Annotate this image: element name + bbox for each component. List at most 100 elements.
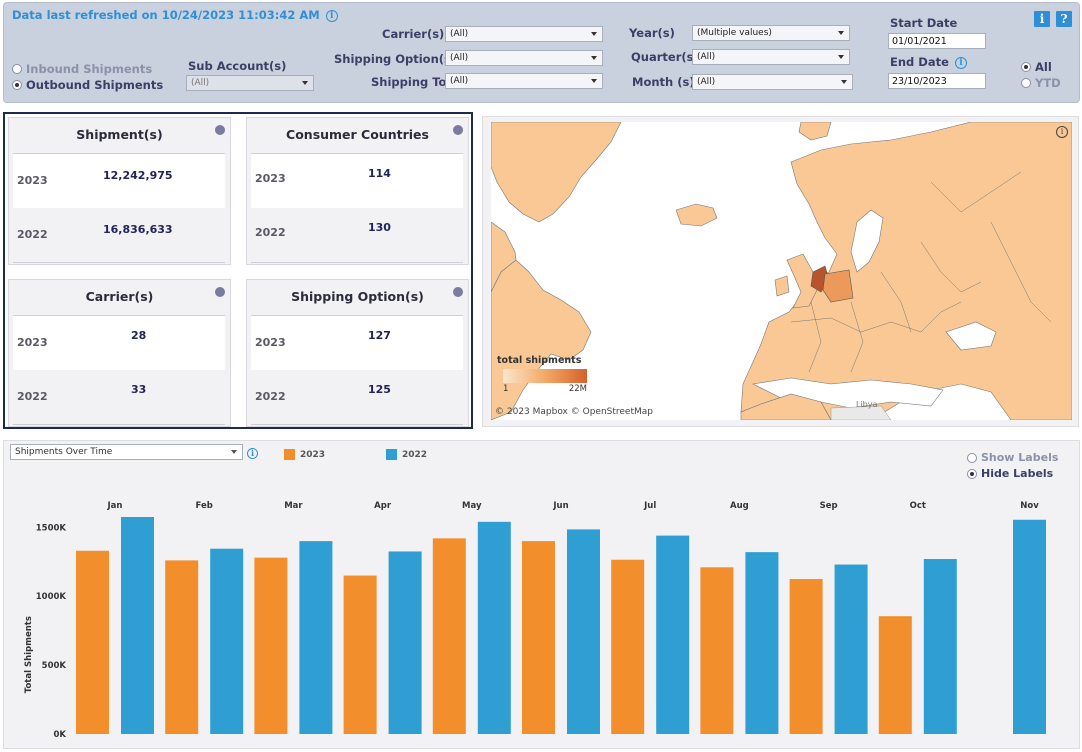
inbound-radio[interactable]: Inbound Shipments — [12, 62, 152, 76]
kpi-carriers-dot-icon[interactable] — [215, 287, 225, 297]
x-tick-label: May — [462, 501, 482, 511]
kpi-section: Shipment(s) 2023 12,242,975 2022 16,836,… — [3, 112, 473, 429]
carrier-chevron-icon — [591, 32, 597, 36]
kpi-value: 16,836,633 — [103, 223, 173, 236]
bar-2023 — [76, 550, 109, 734]
shipping-option-select[interactable]: (All) — [445, 50, 603, 66]
legend-2023[interactable]: 2023 — [284, 449, 325, 460]
kpi-shipping-options-title: Shipping Option(s) — [291, 289, 424, 304]
sub-account-value: (All) — [191, 78, 210, 88]
bar-2023 — [700, 567, 734, 734]
show-labels-radio[interactable]: Show Labels — [967, 451, 1058, 464]
sub-account-select[interactable]: (All) — [186, 75, 314, 91]
kpi-value: 127 — [368, 329, 391, 342]
carrier-value: (All) — [450, 29, 469, 39]
period-all-circle[interactable] — [1021, 62, 1031, 72]
chart-view-chevron-icon — [231, 450, 237, 454]
kpi-shipments: Shipment(s) 2023 12,242,975 2022 16,836,… — [8, 117, 231, 265]
refresh-status: Data last refreshed on 10/24/2023 11:03:… — [12, 8, 338, 22]
shipping-option-value: (All) — [450, 53, 469, 63]
bar-2022 — [745, 552, 779, 734]
show-labels-circle[interactable] — [967, 452, 977, 463]
outbound-radio-label: Outbound Shipments — [26, 78, 164, 92]
period-ytd-circle[interactable] — [1021, 78, 1031, 88]
quarter-label: Quarter(s) — [631, 50, 699, 64]
start-date-input[interactable]: 01/01/2021 — [888, 33, 986, 49]
bar-2023 — [611, 559, 645, 734]
period-ytd-label: YTD — [1035, 76, 1061, 90]
info-icon[interactable]: i — [1034, 11, 1050, 27]
kpi-shipments-title: Shipment(s) — [76, 127, 163, 142]
sub-account-label: Sub Account(s) — [188, 59, 287, 73]
kpi-year: 2023 — [17, 174, 48, 187]
period-ytd-radio[interactable]: YTD — [1021, 76, 1061, 90]
map-panel: Libya total shipments 1 22M © 2023 Mapbo… — [482, 116, 1079, 427]
legend-2022[interactable]: 2022 — [386, 449, 427, 460]
kpi-shipping-options-dot-icon[interactable] — [453, 287, 463, 297]
map-legend-max: 22M — [568, 384, 587, 394]
shipping-option-chevron-icon — [591, 56, 597, 60]
kpi-year: 2022 — [255, 226, 286, 239]
shipping-to-select[interactable]: (All) — [445, 73, 603, 89]
outbound-radio-circle[interactable] — [12, 80, 22, 90]
kpi-countries-title: Consumer Countries — [286, 127, 429, 142]
x-tick-label: Jun — [552, 501, 568, 511]
end-date-input[interactable]: 23/10/2023 — [888, 73, 986, 89]
end-date-label: End Date i — [890, 55, 967, 69]
y-tick-label: 0K — [53, 730, 66, 740]
start-date-label: Start Date — [890, 16, 958, 30]
map-attribution[interactable]: © 2023 Mapbox © OpenStreetMap — [495, 407, 653, 417]
shipping-to-chevron-icon — [591, 79, 597, 83]
bar-2023 — [165, 560, 199, 734]
year-select[interactable]: (Multiple values) — [692, 25, 850, 41]
end-date-info-icon[interactable]: i — [954, 56, 967, 69]
month-label: Month (s) — [632, 75, 695, 89]
bar-2023 — [878, 616, 912, 734]
bar-2023 — [522, 541, 555, 734]
chart-view-select[interactable]: Shipments Over Time — [10, 444, 243, 460]
period-all-label: All — [1035, 60, 1052, 74]
kpi-carriers-row-2022: 2022 33 — [13, 370, 225, 425]
help-icon[interactable]: ? — [1056, 11, 1072, 27]
refresh-info-icon[interactable]: i — [325, 9, 338, 22]
map-baltic-sea — [850, 209, 884, 273]
inbound-radio-circle[interactable] — [12, 64, 22, 74]
bar-2022 — [299, 541, 333, 734]
map-no-data-region — [830, 405, 892, 420]
bar-2022 — [121, 517, 154, 734]
hide-labels-circle[interactable] — [967, 468, 977, 479]
month-select[interactable]: (All) — [692, 74, 853, 90]
chart-info-icon[interactable]: i — [247, 448, 258, 459]
hide-labels-text: Hide Labels — [981, 467, 1054, 480]
kpi-value: 12,242,975 — [103, 169, 173, 182]
kpi-carriers-title: Carrier(s) — [85, 289, 154, 304]
kpi-shipping-options: Shipping Option(s) 2023 127 2022 125 — [246, 279, 469, 427]
quarter-select[interactable]: (All) — [692, 49, 850, 65]
kpi-countries-dot-icon[interactable] — [453, 125, 463, 135]
kpi-year: 2023 — [17, 336, 48, 349]
shipments-map[interactable]: Libya total shipments 1 22M © 2023 Mapbo… — [491, 122, 1072, 420]
kpi-consumer-countries: Consumer Countries 2023 114 2022 130 — [246, 117, 469, 265]
kpi-year: 2023 — [255, 172, 286, 185]
x-tick-label: Apr — [374, 501, 392, 511]
map-legend-min: 1 — [503, 384, 509, 394]
bar-2022 — [567, 529, 600, 734]
map-great-britain — [786, 253, 818, 309]
bar-2022 — [923, 559, 957, 734]
legend-2022-swatch — [386, 449, 397, 460]
kpi-countries-row-2022: 2022 130 — [251, 208, 463, 263]
kpi-shipments-dot-icon[interactable] — [215, 125, 225, 135]
map-info-icon[interactable]: i — [1056, 126, 1068, 138]
bar-2022 — [1013, 519, 1046, 734]
bar-2022 — [388, 551, 422, 734]
year-label: Year(s) — [629, 26, 675, 40]
period-all-radio[interactable]: All — [1021, 60, 1052, 74]
map-iceland — [675, 203, 718, 227]
kpi-shipping-options-row-2022: 2022 125 — [251, 370, 463, 425]
carrier-select[interactable]: (All) — [445, 26, 603, 42]
hide-labels-radio[interactable]: Hide Labels — [967, 467, 1053, 480]
kpi-value: 28 — [131, 329, 147, 342]
map-ireland — [774, 275, 790, 297]
kpi-year: 2022 — [255, 390, 286, 403]
outbound-radio[interactable]: Outbound Shipments — [12, 78, 163, 92]
